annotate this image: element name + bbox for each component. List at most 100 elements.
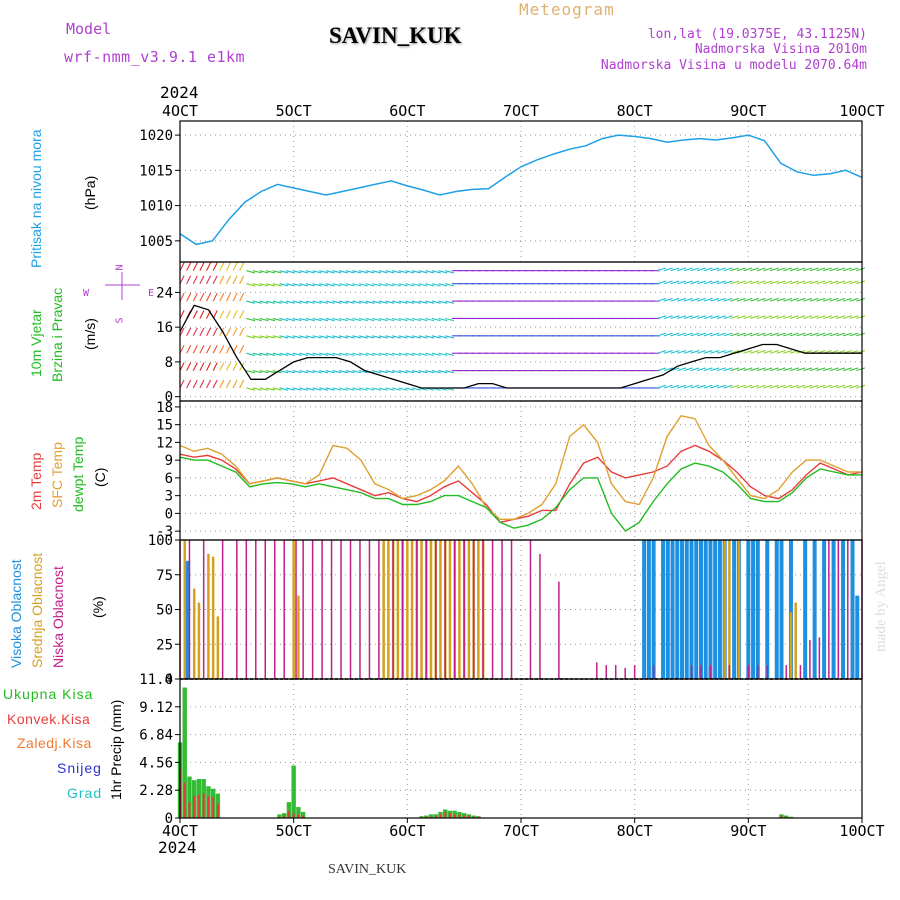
wind-barb xyxy=(332,370,342,374)
precip-conv-bar xyxy=(448,813,451,818)
wind-barb xyxy=(809,315,819,319)
y-tick-label: 100 xyxy=(148,533,173,549)
wind-barb xyxy=(378,283,388,287)
cloud-bar xyxy=(812,540,817,679)
wind-barb xyxy=(338,300,348,304)
wind-barb xyxy=(332,270,342,274)
wind-barb xyxy=(690,350,700,354)
model-name: wrf-nmm_v3.9.1 e1km xyxy=(64,48,246,66)
footer-station: SAVIN_KUK xyxy=(328,862,407,877)
wind-barb xyxy=(285,270,295,274)
cloud-bar xyxy=(392,540,394,679)
wind-barb xyxy=(829,280,839,285)
wind-barb xyxy=(789,384,799,389)
wind-barb xyxy=(212,327,218,337)
wind-barb xyxy=(670,332,680,337)
wind-barb xyxy=(225,275,231,284)
precip-conv-bar xyxy=(425,816,428,818)
wind-barb xyxy=(179,292,185,302)
wind-barb xyxy=(445,283,455,287)
wind-barb xyxy=(425,283,435,287)
wind-barb xyxy=(305,352,315,356)
cloud-bar xyxy=(529,540,532,679)
y-tick-label: 50 xyxy=(156,603,173,619)
cloud-bar xyxy=(311,540,314,679)
wind-barb xyxy=(670,384,680,389)
wind-barb xyxy=(192,310,198,319)
cloud-bar xyxy=(482,540,484,679)
cloud-bar xyxy=(661,540,666,679)
wind-barb xyxy=(345,300,355,304)
wind-barb xyxy=(345,283,355,287)
cloud-bar xyxy=(709,665,712,679)
wind-barb xyxy=(736,332,746,337)
cloud-bar xyxy=(605,665,607,679)
wind-barb xyxy=(677,367,687,372)
x-tick-label-top: 4OCT xyxy=(162,102,198,120)
wind-barb xyxy=(849,315,859,319)
wind-barb xyxy=(252,352,262,356)
precip-total-bar xyxy=(291,765,296,818)
cloud-bar xyxy=(425,540,428,679)
wind-barb xyxy=(683,315,693,319)
cloud-bar xyxy=(283,540,285,679)
wind-barb xyxy=(212,292,218,302)
wind-barb xyxy=(352,335,362,339)
cloud-bar xyxy=(302,540,304,679)
precip-conv-bar xyxy=(292,813,295,818)
cloud-bar xyxy=(757,665,759,679)
wind-barb xyxy=(179,310,185,319)
wind-barb xyxy=(252,317,262,322)
wind-barb xyxy=(199,275,205,284)
wind-barb xyxy=(697,384,706,389)
wind-barb xyxy=(763,332,773,337)
wind-barb xyxy=(809,384,819,389)
y-tick-label: 15 xyxy=(156,418,173,434)
wind-barb xyxy=(232,310,238,319)
wind-barb xyxy=(710,315,720,319)
precip-conv-bar xyxy=(287,810,290,818)
wind-barb xyxy=(199,327,205,337)
wind-barb xyxy=(246,335,256,339)
cloud-bar xyxy=(295,540,297,679)
wind-barb xyxy=(392,317,402,322)
x-tick-label-bottom: 5OCT xyxy=(276,822,312,840)
y-tick-label: 11.4 xyxy=(139,672,173,688)
cloud-bar xyxy=(387,540,390,679)
cloud-bar xyxy=(185,560,190,679)
wind-barb xyxy=(325,335,335,339)
wind-barb xyxy=(730,384,740,389)
precip-total-bar xyxy=(187,776,192,818)
wind-barb xyxy=(710,350,720,354)
cloud-bar xyxy=(755,540,760,679)
x-tick-label-top: 7OCT xyxy=(503,102,539,120)
wind-barb xyxy=(431,317,441,322)
wind-barb xyxy=(192,344,198,354)
wind-barb xyxy=(677,280,687,285)
wind-barb xyxy=(279,335,289,339)
cloud-bar xyxy=(349,540,352,679)
wind-barb xyxy=(272,352,282,356)
year-bottom: 2024 xyxy=(158,838,197,857)
wind-barb xyxy=(750,297,759,302)
wind-barb xyxy=(670,297,680,302)
wind-barb xyxy=(723,315,733,319)
wind-barb xyxy=(272,283,282,287)
wind-barb xyxy=(730,332,740,337)
wind-barb xyxy=(285,387,295,391)
wind-barb xyxy=(365,283,375,287)
wind-barb xyxy=(803,367,813,372)
wind-barb xyxy=(292,370,302,374)
wind-barb xyxy=(179,379,185,389)
wind-barb xyxy=(192,262,198,271)
wind-barb xyxy=(756,297,766,302)
cloud-bar xyxy=(822,540,827,679)
wind-barb xyxy=(299,352,309,356)
precip-conv-bar xyxy=(439,814,442,818)
wind-barb xyxy=(716,297,726,302)
wind-barb xyxy=(849,332,859,337)
wind-barb xyxy=(225,292,231,302)
wind-barb xyxy=(279,370,289,374)
cloud-bar xyxy=(221,540,224,679)
